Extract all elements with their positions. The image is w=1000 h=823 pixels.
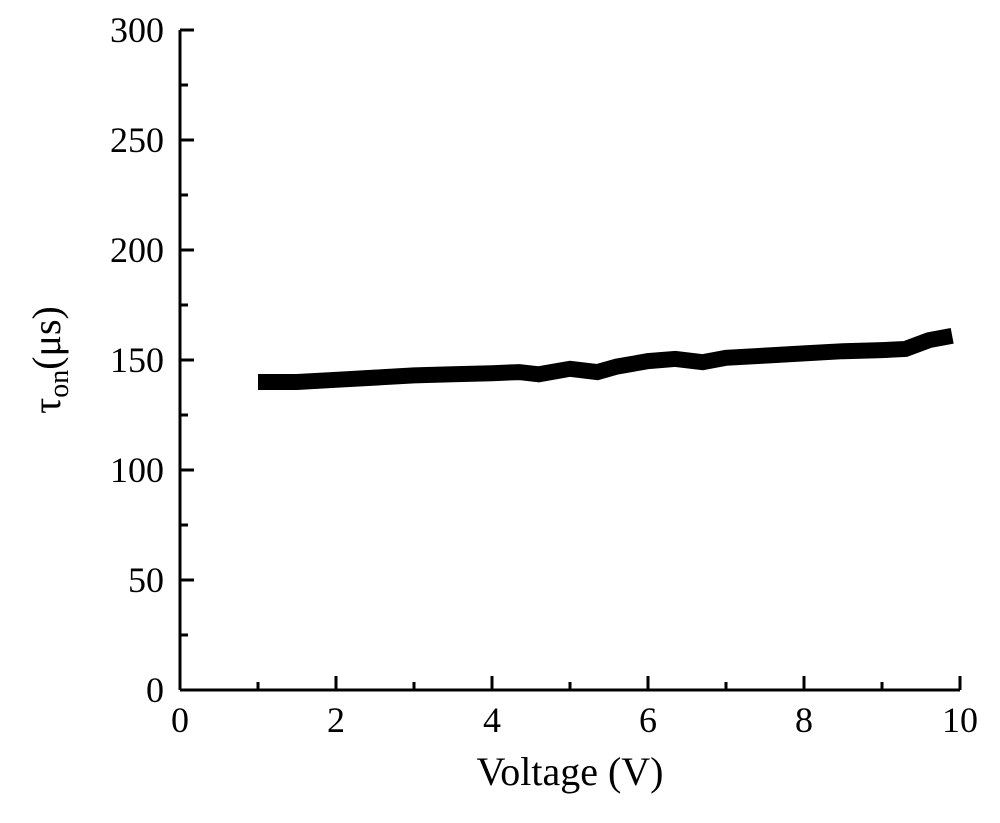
x-tick-label: 4 [483,700,501,740]
x-tick-label: 8 [795,700,813,740]
x-tick-label: 2 [327,700,345,740]
y-tick-label: 200 [110,230,164,270]
y-tick-label: 100 [110,450,164,490]
x-axis-label: Voltage (V) [477,749,664,794]
y-tick-label: 0 [146,670,164,710]
y-tick-label: 50 [128,560,164,600]
chart-container: 0246810050100150200250300Voltage (V)τon(… [0,0,1000,823]
y-tick-label: 250 [110,120,164,160]
line-chart: 0246810050100150200250300Voltage (V)τon(… [0,0,1000,823]
x-tick-label: 6 [639,700,657,740]
y-tick-label: 150 [110,340,164,380]
x-tick-label: 0 [171,700,189,740]
y-tick-label: 300 [110,10,164,50]
x-tick-label: 10 [942,700,978,740]
